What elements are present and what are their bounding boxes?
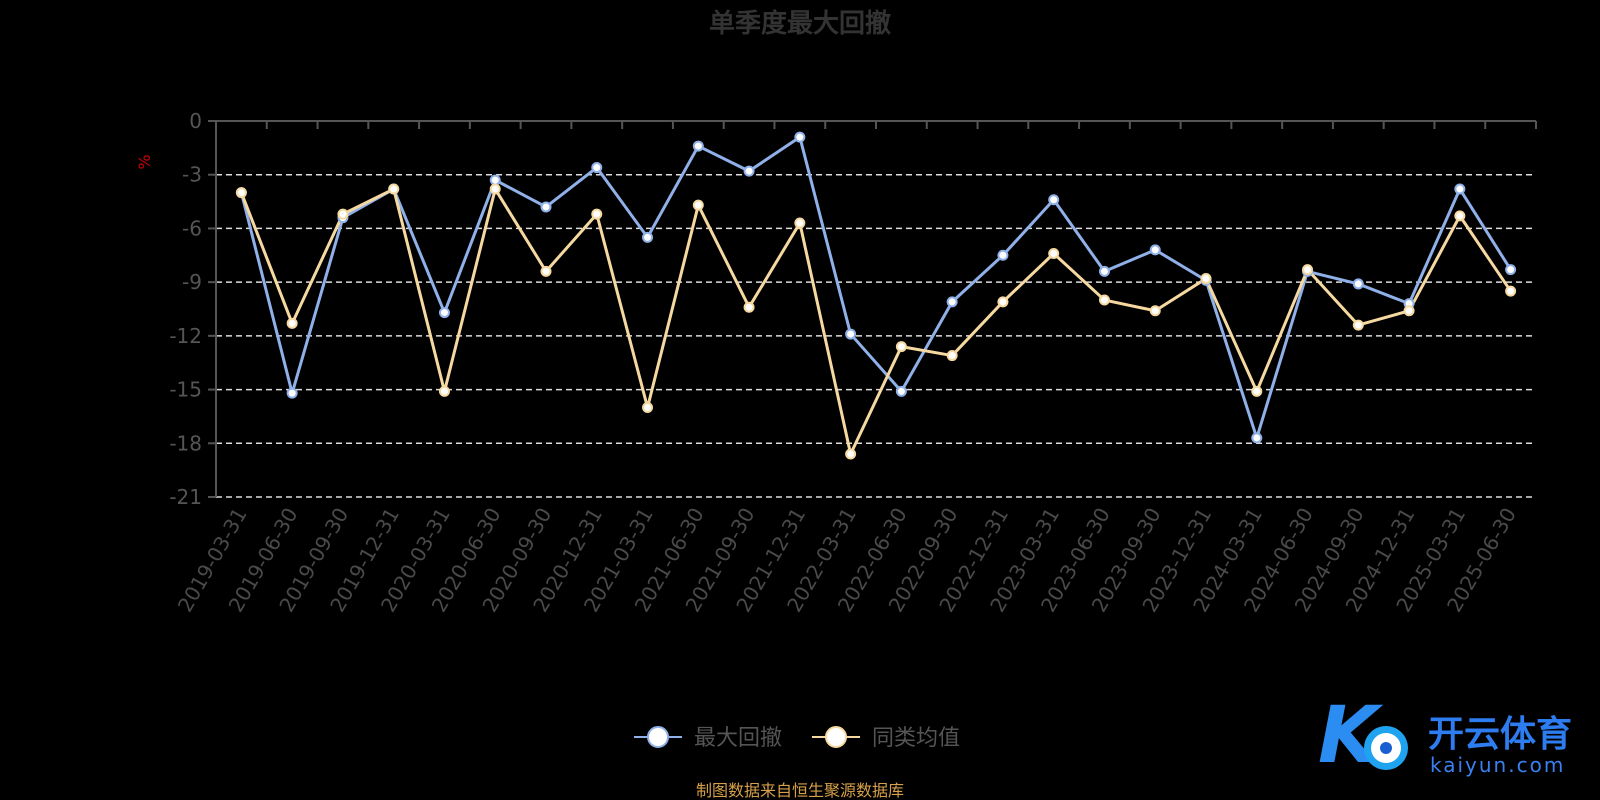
series-line-1 bbox=[239, 187, 1512, 456]
data-point-0 bbox=[489, 174, 501, 186]
data-point-1 bbox=[1352, 319, 1364, 331]
legend-marker-max-drawdown bbox=[647, 726, 669, 748]
data-point-0 bbox=[1251, 432, 1263, 444]
source-note: 制图数据来自恒生聚源数据库 bbox=[696, 781, 904, 800]
data-point-0 bbox=[743, 165, 755, 177]
data-point-0 bbox=[591, 162, 603, 174]
data-point-0 bbox=[1454, 183, 1466, 195]
data-point-1 bbox=[1302, 264, 1314, 276]
series-points bbox=[235, 131, 1517, 460]
y-tick-label: -15 bbox=[169, 378, 202, 402]
y-tick-label: -9 bbox=[182, 270, 202, 294]
chart-title: 单季度最大回撤 bbox=[709, 8, 891, 39]
y-axis-unit: % bbox=[135, 154, 154, 169]
data-point-1 bbox=[1098, 294, 1110, 306]
brand-logo: K 开云体育 kaiyun.com bbox=[1318, 691, 1572, 781]
data-point-1 bbox=[337, 208, 349, 220]
data-point-1 bbox=[845, 448, 857, 460]
data-point-0 bbox=[895, 385, 907, 397]
data-point-1 bbox=[997, 296, 1009, 308]
data-point-0 bbox=[845, 328, 857, 340]
data-point-1 bbox=[1505, 285, 1517, 297]
data-point-1 bbox=[1149, 305, 1161, 317]
data-point-1 bbox=[540, 265, 552, 277]
data-point-1 bbox=[438, 385, 450, 397]
y-tick-label: -3 bbox=[182, 163, 202, 187]
data-point-0 bbox=[1505, 264, 1517, 276]
data-point-0 bbox=[794, 131, 806, 143]
data-point-1 bbox=[895, 341, 907, 353]
logo-name: 开云体育 bbox=[1428, 714, 1572, 755]
data-point-0 bbox=[438, 307, 450, 319]
data-point-0 bbox=[642, 231, 654, 243]
legend-item-peer-average[interactable]: 同类均值 bbox=[812, 726, 960, 751]
data-point-1 bbox=[235, 187, 247, 199]
data-point-1 bbox=[489, 183, 501, 195]
data-point-1 bbox=[388, 183, 400, 195]
data-point-1 bbox=[946, 350, 958, 362]
data-point-0 bbox=[1352, 278, 1364, 290]
axes bbox=[208, 120, 1537, 498]
y-tick-label: -12 bbox=[169, 324, 202, 348]
y-tick-label: -18 bbox=[169, 431, 202, 455]
legend-item-max-drawdown[interactable]: 最大回撤 bbox=[634, 726, 782, 751]
legend-label-max-drawdown: 最大回撤 bbox=[694, 726, 782, 751]
data-point-0 bbox=[946, 296, 958, 308]
logo-mark-icon: K bbox=[1318, 691, 1408, 781]
data-point-0 bbox=[1149, 244, 1161, 256]
data-point-1 bbox=[1403, 305, 1415, 317]
data-point-1 bbox=[692, 199, 704, 211]
gridlines bbox=[216, 173, 1536, 498]
data-point-0 bbox=[692, 140, 704, 152]
y-tick-label: 0 bbox=[189, 109, 202, 133]
data-point-0 bbox=[1098, 265, 1110, 277]
data-point-1 bbox=[1454, 210, 1466, 222]
legend[interactable]: 最大回撤 同类均值 bbox=[634, 726, 960, 751]
data-point-1 bbox=[794, 217, 806, 229]
data-point-0 bbox=[286, 387, 298, 399]
x-axis-ticks: 2019-03-312019-06-302019-09-302019-12-31… bbox=[173, 503, 1521, 616]
data-point-1 bbox=[591, 208, 603, 220]
data-point-0 bbox=[540, 201, 552, 213]
data-point-1 bbox=[1251, 385, 1263, 397]
y-tick-label: -21 bbox=[169, 485, 202, 509]
data-point-1 bbox=[1048, 247, 1060, 259]
legend-label-peer-average: 同类均值 bbox=[872, 726, 960, 751]
data-point-1 bbox=[743, 301, 755, 313]
y-tick-label: -6 bbox=[182, 216, 202, 240]
y-axis-ticks: 0 -3 -6 -9 -12 -15 -18 -21 bbox=[169, 109, 202, 509]
data-point-1 bbox=[642, 401, 654, 413]
legend-marker-peer-average bbox=[825, 726, 847, 748]
logo-url: kaiyun.com bbox=[1430, 753, 1565, 777]
data-point-1 bbox=[1200, 273, 1212, 285]
data-point-0 bbox=[1048, 194, 1060, 206]
data-point-0 bbox=[997, 249, 1009, 261]
data-point-1 bbox=[286, 317, 298, 329]
series-line-0 bbox=[239, 135, 1512, 440]
series-lines bbox=[239, 135, 1512, 456]
